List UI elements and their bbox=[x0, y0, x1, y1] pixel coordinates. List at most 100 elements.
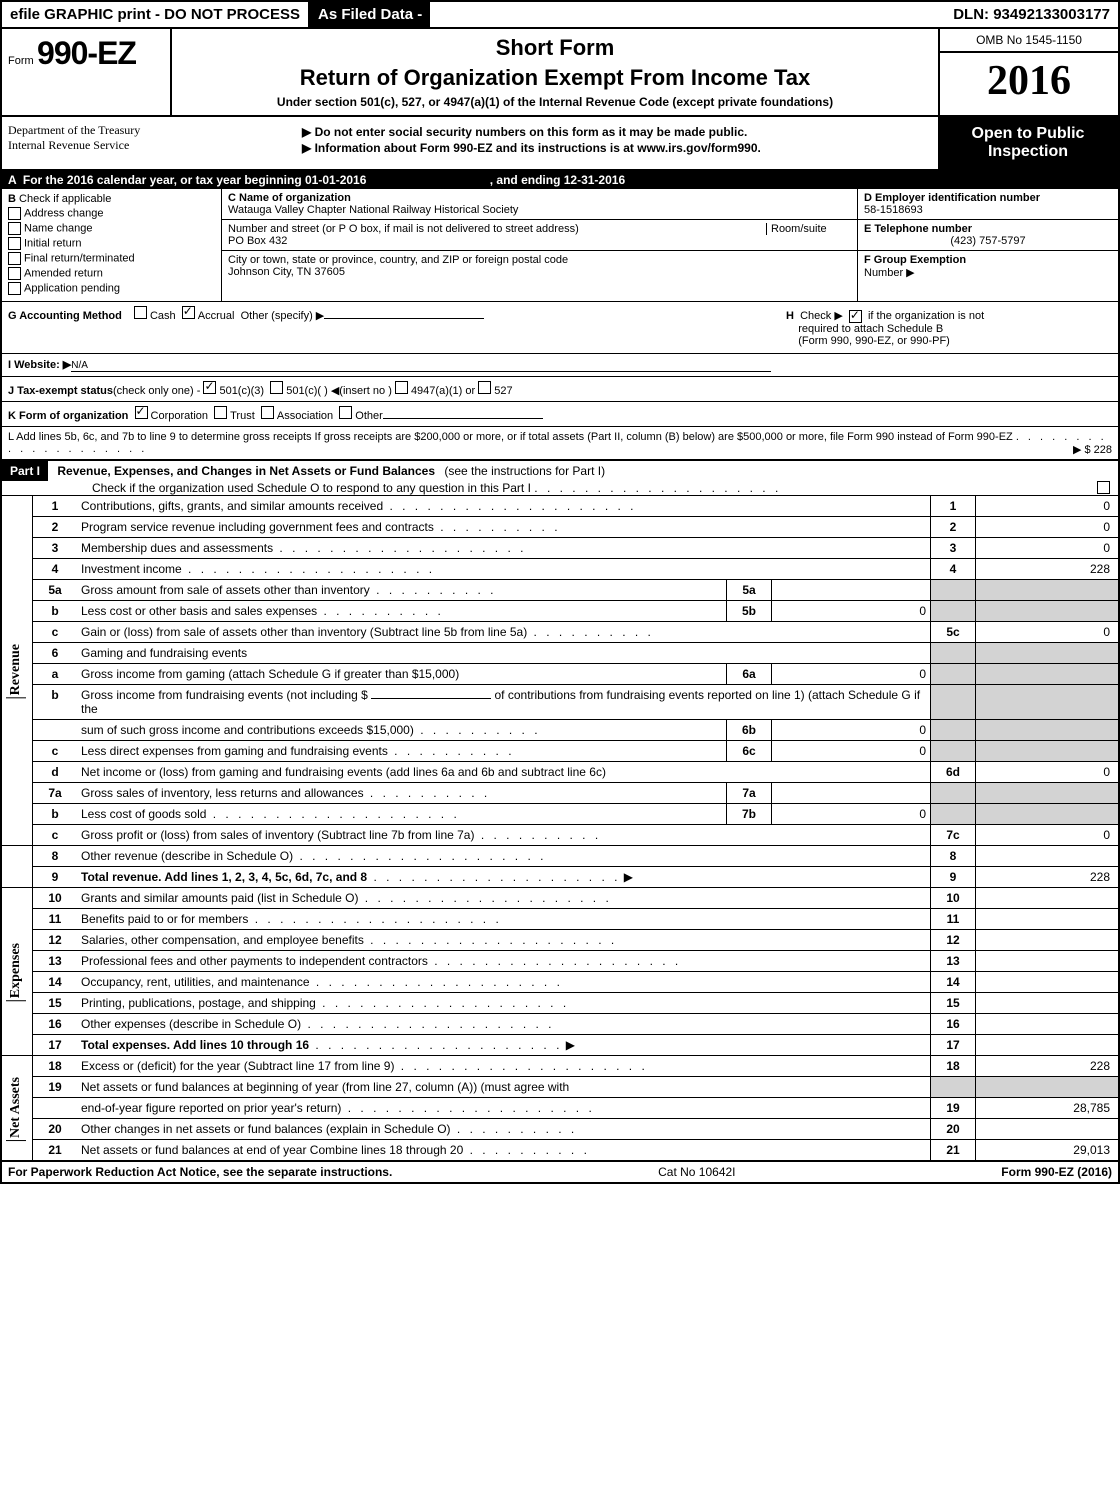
g-accrual: Accrual bbox=[198, 310, 235, 322]
l6a-desc: Gross income from gaming (attach Schedul… bbox=[81, 667, 459, 681]
dept-treasury: Department of the Treasury bbox=[8, 123, 286, 138]
j-row: J Tax-exempt status (check only one) - 5… bbox=[2, 376, 1118, 401]
side-expenses: Expenses bbox=[6, 941, 26, 1001]
h-t2: if the organization is not bbox=[868, 310, 984, 322]
opt-address: Address change bbox=[24, 207, 104, 219]
side-netassets: Net Assets bbox=[6, 1075, 26, 1141]
l4-val: 228 bbox=[976, 558, 1119, 579]
f-cell: F Group Exemption Number ▶ bbox=[858, 251, 1118, 282]
l5b-lbl: 5b bbox=[727, 600, 772, 621]
footer-row: For Paperwork Reduction Act Notice, see … bbox=[2, 1160, 1118, 1182]
l7a-lbl: 7a bbox=[727, 782, 772, 803]
l19-val: 28,785 bbox=[976, 1097, 1119, 1118]
g-cash: Cash bbox=[150, 310, 176, 322]
l6a-mval: 0 bbox=[772, 663, 931, 684]
k-o1: Corporation bbox=[151, 410, 208, 422]
l18-val: 228 bbox=[976, 1055, 1119, 1076]
part1-title: Revenue, Expenses, and Changes in Net As… bbox=[51, 462, 441, 480]
l18-desc: Excess or (deficit) for the year (Subtra… bbox=[81, 1059, 394, 1073]
cb-4947[interactable] bbox=[395, 381, 408, 394]
footer-right: Form 990-EZ (2016) bbox=[1001, 1165, 1112, 1179]
cb-amended[interactable] bbox=[8, 267, 21, 280]
cb-trust[interactable] bbox=[214, 406, 227, 419]
opt-name: Name change bbox=[24, 222, 93, 234]
g-row: G Accounting Method Cash Accrual Other (… bbox=[2, 301, 1118, 353]
side-revenue: Revenue bbox=[6, 642, 26, 698]
open-public: Open to Public bbox=[942, 125, 1114, 143]
dln-label: DLN: 93492133003177 bbox=[945, 2, 1118, 27]
cb-527[interactable] bbox=[478, 381, 491, 394]
l7b-desc: Less cost of goods sold bbox=[81, 807, 206, 821]
top-bar: efile GRAPHIC print - DO NOT PROCESS As … bbox=[2, 2, 1118, 29]
a-ending: , and ending 12-31-2016 bbox=[490, 173, 625, 187]
cb-501c3[interactable] bbox=[203, 381, 216, 394]
l5c-val: 0 bbox=[976, 621, 1119, 642]
section-a-row: B Check if applicable Address change Nam… bbox=[2, 189, 1118, 301]
l6b-d1: Gross income from fundraising events (no… bbox=[81, 688, 368, 702]
cb-part1[interactable] bbox=[1097, 481, 1110, 494]
l-val: ▶ $ 228 bbox=[1073, 443, 1112, 456]
tax-year: 2016 bbox=[940, 53, 1118, 109]
cb-assoc[interactable] bbox=[261, 406, 274, 419]
k-other-input[interactable] bbox=[383, 418, 543, 419]
l6c-lbl: 6c bbox=[727, 740, 772, 761]
section-a-bar: A For the 2016 calendar year, or tax yea… bbox=[2, 171, 1118, 189]
l11-desc: Benefits paid to or for members bbox=[81, 912, 248, 926]
cb-h[interactable] bbox=[849, 310, 862, 323]
l6-desc: Gaming and fundraising events bbox=[81, 646, 247, 660]
l6b-input[interactable] bbox=[371, 698, 491, 699]
cb-final[interactable] bbox=[8, 252, 21, 265]
l12-desc: Salaries, other compensation, and employ… bbox=[81, 933, 364, 947]
cb-pending[interactable] bbox=[8, 282, 21, 295]
k-o4: Other bbox=[355, 410, 383, 422]
l5b-desc: Less cost or other basis and sales expen… bbox=[81, 604, 317, 618]
f-label: F Group Exemption bbox=[864, 254, 966, 266]
cb-501c[interactable] bbox=[270, 381, 283, 394]
g-other-input[interactable] bbox=[324, 318, 484, 319]
cb-accrual[interactable] bbox=[182, 306, 195, 319]
a-text: For the 2016 calendar year, or tax year … bbox=[23, 173, 367, 187]
l21-val: 29,013 bbox=[976, 1139, 1119, 1160]
k-label: K Form of organization bbox=[8, 410, 128, 422]
cb-corp[interactable] bbox=[135, 406, 148, 419]
c-name-cell: C Name of organization Watauga Valley Ch… bbox=[222, 189, 857, 220]
l6b-mval: 0 bbox=[772, 719, 931, 740]
cb-address-change[interactable] bbox=[8, 207, 21, 220]
form-number: 990-EZ bbox=[37, 35, 136, 71]
l10-desc: Grants and similar amounts paid (list in… bbox=[81, 891, 358, 905]
section-def: D Employer identification number 58-1518… bbox=[858, 189, 1118, 301]
l6c-mval: 0 bbox=[772, 740, 931, 761]
opt-initial: Initial return bbox=[24, 237, 81, 249]
cb-initial[interactable] bbox=[8, 237, 21, 250]
l13-desc: Professional fees and other payments to … bbox=[81, 954, 428, 968]
h-check: Check ▶ bbox=[800, 310, 843, 322]
k-o3: Association bbox=[277, 410, 333, 422]
subheader-row: Department of the Treasury Internal Reve… bbox=[2, 117, 1118, 171]
l6b-lbl: 6b bbox=[727, 719, 772, 740]
b-label: Check if applicable bbox=[19, 193, 111, 205]
part1-hint: (see the instructions for Part I) bbox=[444, 464, 605, 478]
omb-label: OMB No 1545-1150 bbox=[940, 29, 1118, 53]
l5c-desc: Gain or (loss) from sale of assets other… bbox=[81, 625, 527, 639]
j-o2: 501(c)( ) bbox=[286, 385, 328, 397]
l21-desc: Net assets or fund balances at end of ye… bbox=[81, 1143, 463, 1157]
e-val: (423) 757-5797 bbox=[864, 235, 1112, 247]
l6b-d3: sum of such gross income and contributio… bbox=[81, 723, 414, 737]
cb-other[interactable] bbox=[339, 406, 352, 419]
cb-name-change[interactable] bbox=[8, 222, 21, 235]
ssn-warning: ▶ Do not enter social security numbers o… bbox=[302, 125, 928, 139]
l4-desc: Investment income bbox=[81, 562, 182, 576]
l16-desc: Other expenses (describe in Schedule O) bbox=[81, 1017, 301, 1031]
under-section: Under section 501(c), 527, or 4947(a)(1)… bbox=[182, 95, 928, 109]
l1-desc: Contributions, gifts, grants, and simila… bbox=[81, 499, 383, 513]
as-filed-label: As Filed Data - bbox=[310, 2, 430, 27]
part1-label: Part I bbox=[2, 461, 48, 481]
info-link: ▶ Information about Form 990-EZ and its … bbox=[302, 141, 928, 155]
l-text: L Add lines 5b, 6c, and 7b to line 9 to … bbox=[8, 431, 1013, 443]
l9-desc: Total revenue. Add lines 1, 2, 3, 4, 5c,… bbox=[81, 870, 367, 884]
h-block: H Check ▶ if the organization is not req… bbox=[780, 307, 1112, 349]
cb-cash[interactable] bbox=[134, 306, 147, 319]
l7b-mval: 0 bbox=[772, 803, 931, 824]
l15-desc: Printing, publications, postage, and shi… bbox=[81, 996, 316, 1010]
l5a-lbl: 5a bbox=[727, 579, 772, 600]
